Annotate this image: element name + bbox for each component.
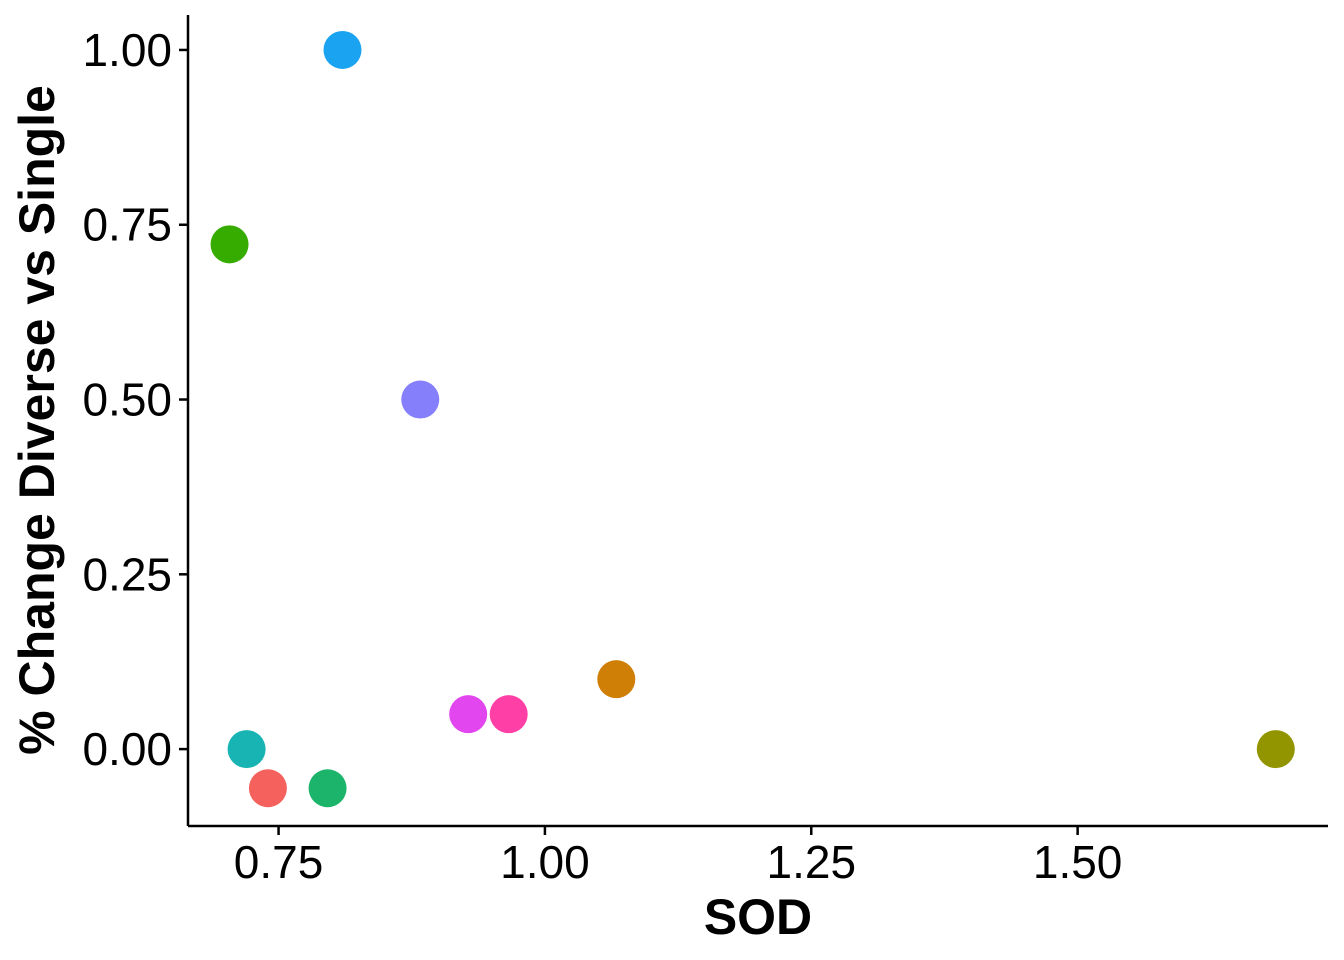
y-tick-label: 0.50 xyxy=(82,374,172,426)
y-axis-title: % Change Diverse vs Single xyxy=(9,85,65,755)
data-point xyxy=(308,769,347,808)
y-tick-label: 0.00 xyxy=(82,723,172,775)
data-point xyxy=(597,660,636,699)
y-axis-ticks: 0.00 0.25 0.50 0.75 1.00 xyxy=(82,24,188,775)
data-point xyxy=(248,769,287,808)
x-tick-label: 1.50 xyxy=(1033,836,1123,888)
x-axis-title: SOD xyxy=(704,889,812,945)
y-tick-label: 0.75 xyxy=(82,199,172,251)
data-point xyxy=(210,225,249,264)
data-point xyxy=(323,30,362,69)
data-point xyxy=(489,695,528,734)
data-points xyxy=(210,30,1295,808)
data-point xyxy=(449,695,488,734)
x-axis-ticks: 0.75 1.00 1.25 1.50 xyxy=(234,826,1123,888)
data-point xyxy=(227,730,266,769)
y-tick-label: 0.25 xyxy=(82,548,172,600)
y-tick-label: 1.00 xyxy=(82,24,172,76)
x-tick-label: 0.75 xyxy=(234,836,324,888)
data-point xyxy=(401,380,440,419)
data-point xyxy=(1256,730,1295,769)
x-tick-label: 1.00 xyxy=(500,836,590,888)
x-tick-label: 1.25 xyxy=(767,836,857,888)
